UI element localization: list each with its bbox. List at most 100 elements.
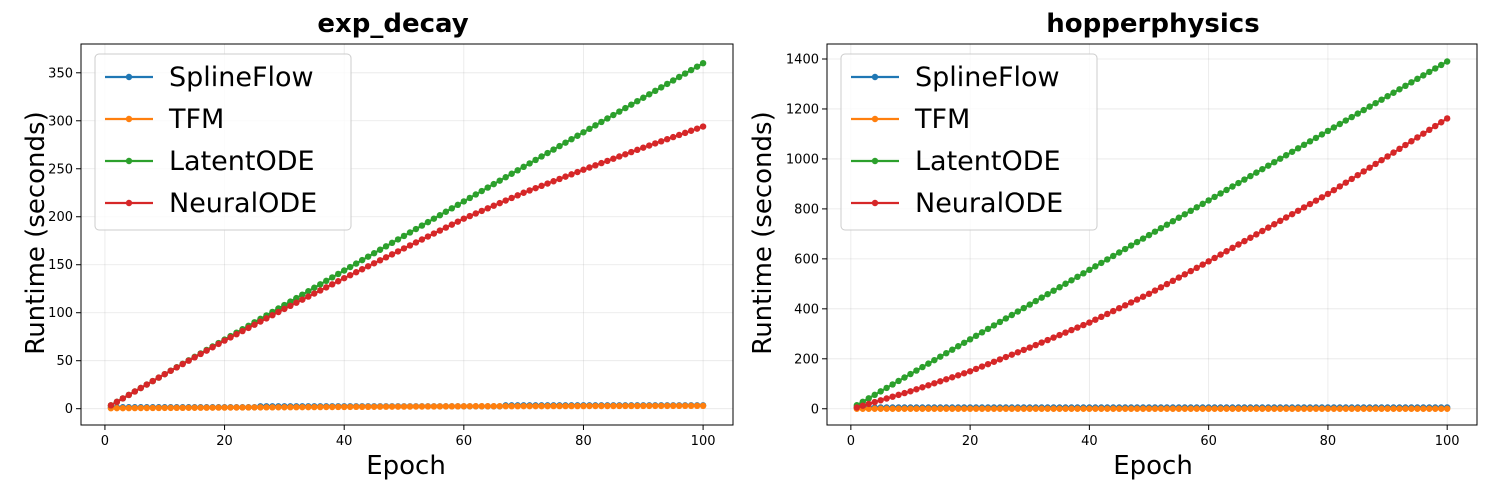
data-point [1408, 405, 1415, 412]
data-point [1235, 405, 1242, 412]
data-point [1002, 353, 1010, 361]
data-point [568, 171, 575, 178]
data-point [203, 404, 210, 411]
data-point [865, 400, 872, 408]
data-point [436, 212, 444, 219]
data-point [1211, 193, 1218, 201]
data-point [430, 403, 438, 410]
legend-item-neuralode: NeuralODE [105, 188, 317, 219]
data-point [646, 91, 653, 98]
data-point [562, 173, 569, 180]
y-tick-label: 1200 [786, 102, 819, 117]
data-point [1396, 86, 1403, 93]
data-point [454, 218, 462, 225]
data-point [1438, 405, 1445, 412]
data-point [143, 404, 150, 412]
data-point [610, 402, 617, 410]
data-point [1080, 321, 1087, 329]
data-point [568, 136, 575, 143]
data-point [913, 386, 920, 393]
data-point [287, 302, 294, 310]
data-point [155, 374, 162, 381]
legend-marker [125, 73, 133, 81]
data-point [1074, 405, 1081, 412]
data-point [640, 402, 647, 410]
data-point [1133, 405, 1141, 412]
data-point [1193, 204, 1200, 211]
data-point [592, 162, 599, 169]
data-point [1241, 237, 1248, 245]
data-point [1330, 124, 1338, 131]
data-point [1265, 162, 1272, 169]
legend-label: NeuralODE [169, 188, 317, 219]
data-point [943, 376, 950, 383]
data-point [1086, 405, 1093, 412]
legend-frame [94, 53, 352, 231]
data-point [990, 358, 998, 365]
data-point [388, 239, 396, 247]
data-point [1062, 280, 1069, 287]
data-point [693, 402, 701, 410]
data-point [167, 404, 174, 412]
data-point [370, 403, 378, 410]
legend-item-splineflow: SplineFlow [105, 62, 314, 93]
data-point [1038, 405, 1045, 412]
data-point [1068, 277, 1075, 284]
data-point [1199, 200, 1206, 208]
data-point [538, 182, 545, 190]
data-point [544, 149, 551, 157]
data-point [550, 178, 557, 185]
data-point [675, 131, 683, 139]
data-point [197, 404, 204, 411]
data-point [418, 222, 426, 229]
data-point [634, 146, 641, 154]
data-point [687, 66, 695, 74]
data-point [1044, 336, 1051, 344]
legend-label: LatentODE [169, 146, 315, 177]
data-point [1426, 68, 1433, 76]
legend-marker [871, 73, 879, 81]
data-point [364, 263, 372, 270]
data-point [1157, 224, 1165, 232]
data-point [1390, 149, 1397, 156]
data-point [472, 210, 479, 217]
data-point [227, 404, 234, 411]
data-point [1116, 305, 1123, 312]
data-point [658, 402, 665, 410]
data-point [1157, 405, 1165, 412]
data-point [1336, 405, 1344, 412]
data-point [436, 227, 444, 234]
data-point [1396, 405, 1403, 412]
data-point [1181, 211, 1189, 218]
data-point [191, 354, 198, 361]
data-point [610, 155, 617, 162]
y-tick-label: 0 [65, 402, 73, 417]
data-point [1032, 297, 1039, 305]
data-point [376, 403, 384, 410]
data-point [406, 242, 414, 249]
data-point [1020, 346, 1027, 354]
x-tick-label: 60 [456, 434, 473, 449]
x-tick-label: 60 [1200, 434, 1217, 449]
data-point [669, 133, 677, 141]
data-point [919, 405, 926, 412]
data-point [1127, 299, 1135, 306]
data-point [937, 378, 944, 385]
data-point [1187, 207, 1194, 215]
data-point [1372, 405, 1379, 412]
data-point [281, 404, 288, 411]
data-point [149, 404, 156, 412]
data-point [990, 322, 998, 329]
data-point [1175, 405, 1183, 412]
data-point [616, 153, 623, 160]
data-point [640, 144, 647, 151]
data-point [574, 402, 581, 410]
data-point [1229, 244, 1236, 252]
data-point [496, 177, 503, 184]
data-point [598, 402, 605, 410]
legend-label: SplineFlow [169, 62, 314, 93]
x-tick-label: 40 [336, 434, 353, 449]
data-point [370, 260, 378, 267]
y-tick-label: 250 [48, 162, 73, 177]
data-point [1151, 228, 1159, 235]
